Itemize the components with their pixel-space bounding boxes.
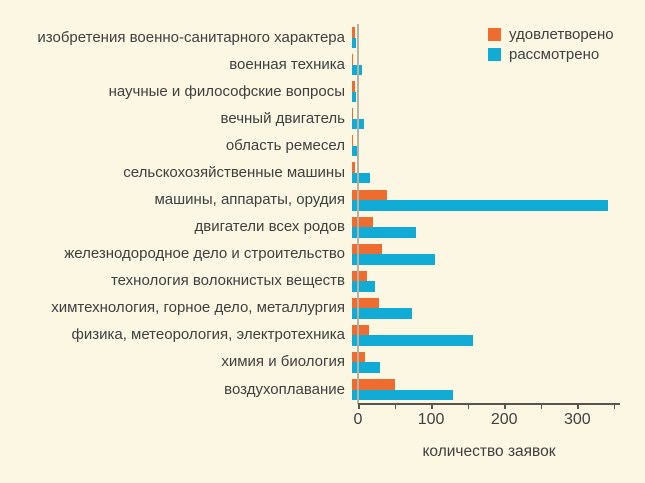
bar-удовлетворено	[352, 351, 366, 363]
bar-удовлетворено	[352, 324, 369, 336]
x-axis-tick-label: 300	[563, 411, 591, 428]
x-axis-tick-label: 200	[490, 411, 518, 428]
table-row: машины, аппараты, орудия	[0, 186, 645, 213]
category-label: химия и биология	[221, 353, 345, 371]
bar-удовлетворено	[352, 270, 368, 282]
bar-удовлетворено	[352, 108, 353, 119]
considered-swatch-icon	[488, 48, 501, 61]
x-axis-tick	[577, 404, 579, 409]
table-row: сельскохозяйственные машины	[0, 159, 645, 186]
x-axis-tick	[358, 404, 360, 409]
bar-удовлетворено	[352, 27, 355, 38]
x-axis-title: количество заявок	[422, 443, 556, 460]
x-axis-tick	[540, 404, 543, 409]
bar-удовлетворено	[352, 379, 396, 390]
bar-удовлетворено	[352, 243, 382, 255]
legend: удовлетворено рассмотрено	[488, 26, 614, 66]
x-axis-tick	[394, 404, 397, 409]
category-label: область ремесел	[225, 136, 345, 154]
bar-group	[352, 379, 645, 401]
bar-group	[352, 162, 645, 184]
bar-group	[352, 297, 645, 319]
bar-удовлетворено	[352, 81, 355, 92]
bar-рассмотрено	[352, 308, 412, 319]
bar-group	[352, 216, 645, 238]
bar-рассмотрено	[352, 389, 453, 401]
bar-group	[352, 27, 645, 49]
x-axis-tick-label: 0	[353, 411, 363, 428]
bar-group	[352, 351, 645, 373]
plot-area: изобретения военно-санитарного характера…	[0, 24, 645, 403]
x-axis-tick	[431, 404, 433, 409]
category-label: изобретения военно-санитарного характера	[37, 28, 345, 46]
category-label: воздухоплавание	[224, 380, 345, 398]
bar-рассмотрено	[352, 91, 357, 103]
bar-рассмотрено	[352, 37, 356, 49]
category-label: двигатели всех родов	[194, 218, 346, 236]
satisfied-swatch-icon	[488, 28, 501, 41]
bar-рассмотрено	[352, 227, 417, 238]
table-row: двигатели всех родов	[0, 214, 645, 241]
bar-рассмотрено	[352, 281, 376, 292]
table-row: научные и философские вопросы	[0, 78, 645, 105]
category-label: химтехнология, горное дело, металлургия	[51, 299, 345, 317]
bar-group	[352, 243, 645, 265]
bar-рассмотрено	[352, 172, 371, 184]
category-label: научные и философские вопросы	[108, 82, 345, 100]
bar-рассмотрено	[352, 362, 380, 373]
table-row: технология волокнистых веществ	[0, 268, 645, 295]
table-row: область ремесел	[0, 132, 645, 159]
bar-рассмотрено	[352, 145, 358, 157]
legend-label-considered: рассмотрено	[509, 46, 600, 63]
y-axis	[357, 24, 359, 404]
legend-item-satisfied: удовлетворено	[488, 26, 614, 43]
x-axis-tick	[613, 404, 616, 409]
category-label: технология волокнистых веществ	[110, 272, 345, 290]
x-axis-tick-label: 100	[417, 411, 445, 428]
legend-item-considered: рассмотрено	[488, 46, 614, 63]
bar-group	[352, 270, 645, 292]
table-row: изобретения военно-санитарного характера	[0, 24, 645, 51]
bar-удовлетворено	[352, 297, 380, 309]
x-axis-tick	[467, 404, 470, 409]
bar-удовлетворено	[352, 216, 374, 228]
category-label: сельскохозяйственные машины	[123, 163, 345, 181]
category-label: военная техника	[229, 55, 345, 73]
bar-удовлетворено	[352, 135, 353, 146]
bar-удовлетворено	[352, 54, 354, 65]
bar-group	[352, 54, 645, 76]
bar-рассмотрено	[352, 64, 362, 76]
bar-удовлетворено	[352, 162, 355, 173]
table-row: вечный двигатель	[0, 105, 645, 132]
table-row: железнодородное дело и строительство	[0, 241, 645, 268]
category-label: физика, метеорология, электротехника	[71, 326, 345, 344]
table-row: химтехнология, горное дело, металлургия	[0, 295, 645, 322]
bar-group	[352, 81, 645, 103]
bar-group	[352, 135, 645, 157]
bar-group	[352, 324, 645, 346]
table-row: химия и биология	[0, 349, 645, 376]
table-row: физика, метеорология, электротехника	[0, 322, 645, 349]
bar-рассмотрено	[352, 335, 473, 346]
table-row: воздухоплавание	[0, 376, 645, 403]
x-axis	[358, 403, 620, 405]
bar-удовлетворено	[352, 189, 388, 200]
bar-рассмотрено	[352, 254, 435, 265]
bar-рассмотрено	[352, 200, 608, 211]
bar-group	[352, 189, 645, 211]
x-axis-tick	[504, 404, 506, 409]
bar-group	[352, 108, 645, 130]
category-label: железнодородное дело и строительство	[64, 245, 345, 263]
table-row: военная техника	[0, 51, 645, 78]
category-label: вечный двигатель	[220, 109, 345, 127]
category-label: машины, аппараты, орудия	[154, 191, 345, 208]
legend-label-satisfied: удовлетворено	[509, 26, 614, 43]
